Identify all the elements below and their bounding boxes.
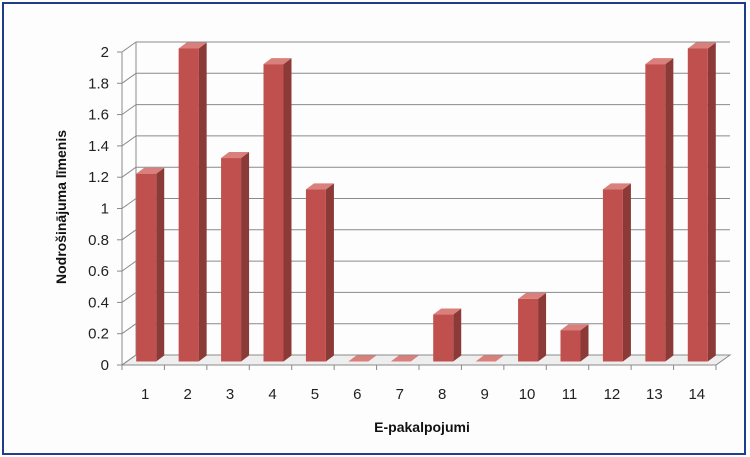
x-tick-label: 6 [353, 386, 361, 403]
y-tick-label: 1 [101, 201, 109, 218]
x-tick-label: 11 [562, 386, 578, 403]
chart-walls [120, 42, 732, 366]
y-tick-label: 0.6 [88, 263, 109, 280]
bar [136, 167, 165, 362]
bar-front [178, 48, 199, 362]
gridline-diagonal [121, 229, 137, 241]
chart-floor [120, 354, 732, 366]
bar-side [156, 167, 165, 362]
bar [602, 183, 631, 362]
bar-top [136, 167, 165, 174]
bar-front [518, 298, 539, 362]
x-tick-label: 5 [311, 386, 319, 403]
bar-top [433, 308, 462, 315]
bar [645, 58, 674, 362]
bar-top [560, 324, 589, 331]
bar-front [687, 48, 708, 362]
bar [475, 355, 504, 362]
y-tick-label: 1.2 [88, 169, 109, 186]
bars [136, 42, 716, 362]
bar-side [283, 58, 292, 362]
x-tick-label: 14 [688, 386, 705, 403]
bar [687, 42, 716, 362]
x-tick-label: 4 [268, 386, 276, 403]
y-tick-label: 1.4 [88, 138, 109, 155]
gridline-diagonal [121, 135, 137, 147]
bar-side [241, 152, 250, 362]
bar-side [325, 183, 334, 362]
x-tick-label: 7 [396, 386, 404, 403]
bar [518, 292, 547, 362]
y-tick-label: 2 [101, 44, 109, 61]
bar-side [665, 58, 674, 362]
bar-top [602, 183, 631, 190]
x-axis-title: E-pakalpojumi [374, 419, 470, 435]
bar [305, 183, 334, 362]
x-tick-label: 1 [141, 386, 149, 403]
bar [433, 308, 462, 362]
y-tick-labels: 0 0.2 0.4 0.6 0.8 1 1.2 1.4 1.6 1.8 2 [88, 44, 109, 374]
x-tick-label: 9 [480, 386, 488, 403]
bar-top [518, 292, 547, 299]
gridline-diagonal [121, 260, 137, 272]
bar-front [560, 330, 581, 362]
bar-front [602, 189, 623, 362]
bar-side [538, 292, 547, 362]
y-tick-label: 0.2 [88, 326, 109, 343]
bar-top [687, 42, 716, 49]
bar [263, 58, 292, 362]
bar-top [475, 355, 504, 362]
y-tick-label: 1.8 [88, 75, 109, 92]
bar-side [198, 42, 207, 362]
x-tick-label: 3 [226, 386, 234, 403]
x-tick-label: 12 [604, 386, 621, 403]
bar-top [221, 152, 250, 159]
x-tick-label: 13 [646, 386, 663, 403]
gridline-diagonal [121, 104, 137, 116]
x-tick-label: 10 [519, 386, 536, 403]
y-tick-label: 0.8 [88, 232, 109, 249]
y-axis-title: Nodrošinājuma līmenis [53, 130, 69, 284]
x-tick-label: 2 [183, 386, 191, 403]
gridline-diagonal [121, 166, 137, 178]
x-tick-labels: 1 2 3 4 5 6 7 8 9 10 11 12 13 14 [121, 365, 717, 403]
bar-front [263, 64, 284, 362]
bar-top [263, 58, 292, 65]
gridline-diagonal [121, 198, 137, 209]
bar-side [453, 308, 462, 362]
bar-side [707, 42, 716, 362]
gridline-diagonal [121, 323, 137, 335]
bar [390, 355, 419, 362]
gridline-diagonal [121, 354, 137, 366]
y-tick-label: 1.6 [88, 107, 109, 124]
bar [221, 152, 250, 362]
y-tick-label: 0 [101, 357, 109, 374]
bar [348, 355, 377, 362]
gridline-diagonal [121, 41, 137, 53]
x-tick-label: 8 [438, 386, 446, 403]
bar-side [580, 324, 589, 362]
gridline-diagonal [121, 72, 137, 84]
bar-front [305, 189, 326, 362]
bar-top [390, 355, 419, 362]
bar-front [645, 64, 666, 362]
gridlines [117, 41, 730, 366]
y-tick-label: 0.4 [88, 294, 109, 311]
bar-front [433, 314, 454, 362]
bar-side [622, 183, 631, 362]
bar-front [136, 173, 157, 362]
bar [560, 324, 589, 362]
bar-top [348, 355, 377, 362]
bar-top [645, 58, 674, 65]
gridline-diagonal [121, 291, 137, 303]
bar [178, 42, 207, 362]
bar-top [178, 42, 207, 49]
bar-front [221, 158, 242, 362]
bar-top [305, 183, 334, 190]
